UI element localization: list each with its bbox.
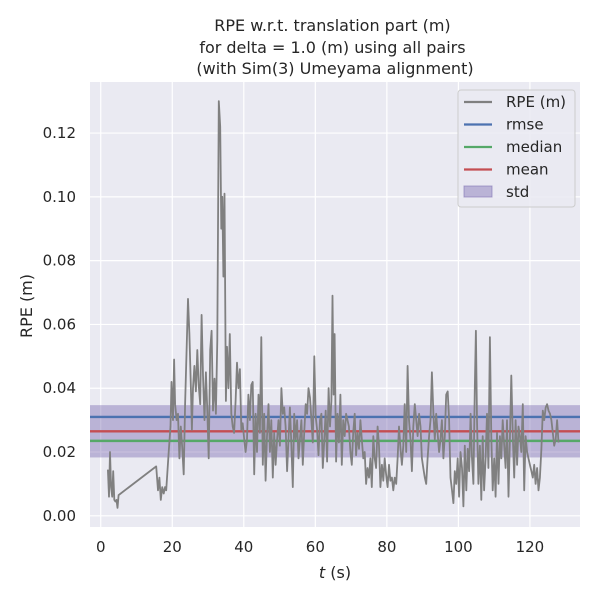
y-tick-label: 0.02 bbox=[43, 443, 76, 461]
y-tick-label: 0.12 bbox=[43, 124, 76, 142]
series-group bbox=[107, 100, 560, 509]
legend-box bbox=[457, 89, 576, 208]
x-tick-label: 0 bbox=[96, 538, 106, 556]
legend-label: std bbox=[506, 183, 529, 201]
chart-title-line-1: RPE w.r.t. translation part (m) bbox=[214, 16, 450, 35]
x-tick-label: 20 bbox=[163, 538, 182, 556]
x-axis-unit: (s) bbox=[325, 563, 351, 582]
y-tick-label: 0.06 bbox=[43, 315, 76, 333]
y-tick-label: 0.04 bbox=[43, 379, 76, 397]
x-axis-ticks: 0 20 40 60 80 100 120 bbox=[96, 538, 544, 556]
legend: RPE (m) rmse median mean std bbox=[457, 89, 576, 208]
x-axis-variable: t bbox=[319, 563, 326, 582]
legend-label: mean bbox=[506, 161, 549, 179]
y-tick-label: 0.00 bbox=[43, 507, 76, 525]
rpe-series-line bbox=[107, 100, 560, 509]
x-tick-label: 120 bbox=[516, 538, 545, 556]
y-axis-ticks: 0.00 0.02 0.04 0.06 0.08 0.10 0.12 bbox=[43, 124, 76, 525]
y-tick-label: 0.08 bbox=[43, 252, 76, 270]
legend-label: RPE (m) bbox=[506, 93, 566, 111]
y-tick-label: 0.10 bbox=[43, 188, 76, 206]
legend-label: median bbox=[506, 138, 562, 156]
x-axis-label: t (s) bbox=[319, 563, 351, 582]
x-tick-label: 40 bbox=[234, 538, 253, 556]
x-tick-label: 80 bbox=[377, 538, 396, 556]
x-tick-label: 60 bbox=[306, 538, 325, 556]
y-axis-label: RPE (m) bbox=[17, 274, 36, 338]
legend-swatch bbox=[463, 185, 493, 198]
legend-label: rmse bbox=[506, 116, 544, 134]
chart-title-line-2: for delta = 1.0 (m) using all pairs bbox=[199, 38, 465, 57]
chart-title: RPE w.r.t. translation part (m) for delt… bbox=[196, 16, 473, 78]
chart-title-line-3: (with Sim(3) Umeyama alignment) bbox=[196, 59, 473, 78]
x-tick-label: 100 bbox=[444, 538, 473, 556]
